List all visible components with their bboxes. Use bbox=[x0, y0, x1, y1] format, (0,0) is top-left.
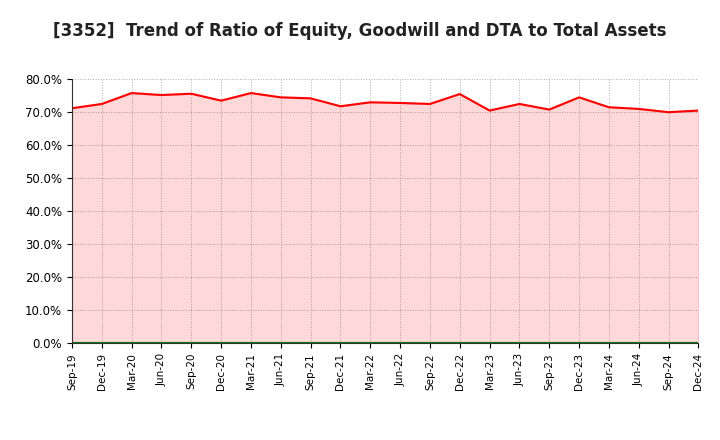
Equity bbox=[426, 101, 434, 106]
Equity bbox=[217, 98, 225, 103]
Equity bbox=[634, 106, 643, 111]
Goodwill bbox=[187, 341, 196, 346]
Deferred Tax Assets bbox=[247, 341, 256, 346]
Deferred Tax Assets bbox=[694, 341, 703, 346]
Deferred Tax Assets bbox=[157, 341, 166, 346]
Goodwill bbox=[545, 341, 554, 346]
Goodwill bbox=[336, 341, 345, 346]
Deferred Tax Assets bbox=[68, 341, 76, 346]
Goodwill bbox=[485, 341, 494, 346]
Goodwill bbox=[306, 341, 315, 346]
Equity bbox=[366, 99, 374, 105]
Equity bbox=[336, 104, 345, 109]
Deferred Tax Assets bbox=[276, 341, 285, 346]
Goodwill bbox=[665, 341, 673, 346]
Deferred Tax Assets bbox=[187, 341, 196, 346]
Goodwill bbox=[634, 341, 643, 346]
Equity bbox=[306, 95, 315, 101]
Line: Equity: Equity bbox=[72, 93, 698, 112]
Deferred Tax Assets bbox=[217, 341, 225, 346]
Deferred Tax Assets bbox=[515, 341, 523, 346]
Equity bbox=[605, 105, 613, 110]
Equity bbox=[187, 91, 196, 96]
Goodwill bbox=[694, 341, 703, 346]
Equity bbox=[97, 101, 106, 106]
Equity bbox=[396, 100, 405, 106]
Deferred Tax Assets bbox=[605, 341, 613, 346]
Deferred Tax Assets bbox=[545, 341, 554, 346]
Deferred Tax Assets bbox=[485, 341, 494, 346]
Goodwill bbox=[157, 341, 166, 346]
Equity bbox=[694, 108, 703, 113]
Deferred Tax Assets bbox=[97, 341, 106, 346]
Deferred Tax Assets bbox=[665, 341, 673, 346]
Goodwill bbox=[366, 341, 374, 346]
Equity bbox=[665, 110, 673, 115]
Equity bbox=[545, 107, 554, 112]
Deferred Tax Assets bbox=[426, 341, 434, 346]
Equity bbox=[157, 92, 166, 98]
Equity bbox=[127, 90, 136, 95]
Goodwill bbox=[426, 341, 434, 346]
Text: [3352]  Trend of Ratio of Equity, Goodwill and DTA to Total Assets: [3352] Trend of Ratio of Equity, Goodwil… bbox=[53, 22, 667, 40]
Goodwill bbox=[276, 341, 285, 346]
Equity bbox=[456, 92, 464, 97]
Goodwill bbox=[97, 341, 106, 346]
Deferred Tax Assets bbox=[396, 341, 405, 346]
Goodwill bbox=[456, 341, 464, 346]
Equity bbox=[247, 90, 256, 95]
Deferred Tax Assets bbox=[366, 341, 374, 346]
Equity bbox=[575, 95, 583, 100]
Goodwill bbox=[515, 341, 523, 346]
Deferred Tax Assets bbox=[127, 341, 136, 346]
Equity bbox=[485, 108, 494, 113]
Deferred Tax Assets bbox=[456, 341, 464, 346]
Equity bbox=[515, 101, 523, 106]
Equity bbox=[68, 106, 76, 111]
Deferred Tax Assets bbox=[575, 341, 583, 346]
Deferred Tax Assets bbox=[336, 341, 345, 346]
Goodwill bbox=[68, 341, 76, 346]
Goodwill bbox=[127, 341, 136, 346]
Goodwill bbox=[396, 341, 405, 346]
Goodwill bbox=[575, 341, 583, 346]
Deferred Tax Assets bbox=[634, 341, 643, 346]
Equity bbox=[276, 95, 285, 100]
Goodwill bbox=[217, 341, 225, 346]
Goodwill bbox=[247, 341, 256, 346]
Deferred Tax Assets bbox=[306, 341, 315, 346]
Goodwill bbox=[605, 341, 613, 346]
